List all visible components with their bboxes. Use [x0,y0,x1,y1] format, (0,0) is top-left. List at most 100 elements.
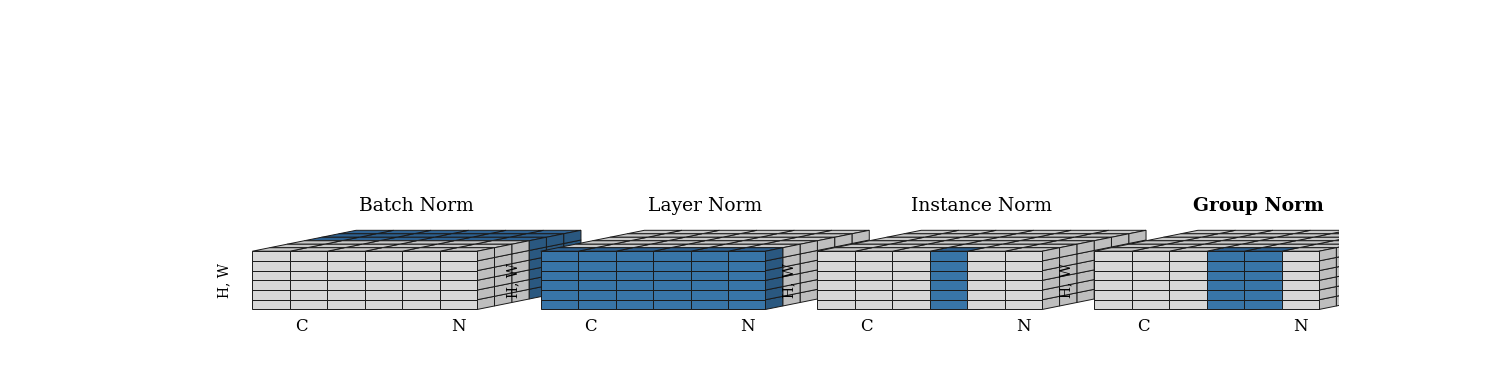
Polygon shape [1318,287,1336,300]
Polygon shape [1406,230,1423,244]
Polygon shape [1059,264,1077,277]
Bar [817,251,854,261]
Bar [402,261,440,271]
Bar [817,281,854,290]
Bar [1281,251,1318,261]
Bar [540,300,577,310]
Polygon shape [887,234,942,237]
Text: H, W: H, W [1059,263,1073,298]
Bar [540,251,577,261]
Polygon shape [321,234,376,237]
Polygon shape [402,248,457,251]
Bar [1281,271,1318,281]
Polygon shape [967,248,1022,251]
Polygon shape [626,230,682,234]
Polygon shape [728,248,783,251]
Polygon shape [930,248,985,251]
Bar [1281,281,1318,290]
Polygon shape [632,244,687,248]
Polygon shape [1170,248,1225,251]
Polygon shape [1370,237,1388,251]
Bar [893,261,930,271]
Bar [690,261,728,271]
Bar [540,290,577,300]
Bar [440,271,478,281]
Polygon shape [420,244,475,248]
Polygon shape [564,269,580,282]
Polygon shape [1201,234,1256,237]
Polygon shape [365,248,420,251]
Polygon shape [494,283,512,296]
Bar [728,251,765,261]
Polygon shape [546,253,564,267]
Polygon shape [488,230,543,234]
Polygon shape [1238,234,1293,237]
Polygon shape [324,241,379,244]
Polygon shape [512,270,530,283]
Bar [1004,251,1042,261]
Polygon shape [342,237,396,241]
Polygon shape [494,293,512,306]
Text: C: C [1137,319,1150,336]
Bar [253,251,290,261]
Polygon shape [478,257,494,271]
Polygon shape [1077,241,1094,254]
Polygon shape [494,244,512,257]
Polygon shape [1388,244,1406,257]
Bar [1132,281,1170,290]
Polygon shape [1180,230,1235,234]
Polygon shape [1370,267,1388,280]
Bar [1244,300,1281,310]
Polygon shape [1129,269,1146,282]
Bar [1094,251,1132,261]
Polygon shape [1354,241,1370,254]
Bar [967,290,1004,300]
Polygon shape [304,237,359,241]
Bar [290,251,327,261]
Polygon shape [1112,244,1167,248]
Bar [616,300,653,310]
Polygon shape [765,257,783,271]
Polygon shape [592,237,647,241]
Polygon shape [1370,247,1388,260]
Polygon shape [512,241,530,254]
Polygon shape [927,241,982,244]
Bar [327,281,365,290]
Polygon shape [765,287,783,300]
Bar [253,290,290,300]
Polygon shape [564,279,580,292]
Polygon shape [705,237,760,241]
Bar [728,261,765,271]
Bar [893,300,930,310]
Polygon shape [1299,244,1354,248]
Polygon shape [890,241,945,244]
Polygon shape [725,241,780,244]
Polygon shape [478,267,494,281]
Bar [1132,290,1170,300]
Polygon shape [1042,267,1059,281]
Polygon shape [1406,240,1423,253]
Polygon shape [478,277,494,290]
Polygon shape [1256,230,1311,234]
Polygon shape [1112,263,1129,276]
Bar [930,290,967,300]
Polygon shape [1333,237,1388,241]
Polygon shape [595,244,650,248]
Bar [327,251,365,261]
Polygon shape [817,267,835,280]
Polygon shape [817,247,835,260]
Polygon shape [1077,270,1094,283]
Bar [690,290,728,300]
Bar [290,290,327,300]
Text: Batch Norm: Batch Norm [359,197,475,215]
Bar [577,271,616,281]
Polygon shape [1336,264,1354,277]
Polygon shape [1388,234,1406,247]
Text: N: N [451,319,466,336]
Polygon shape [1225,244,1278,248]
Polygon shape [1367,230,1423,234]
Polygon shape [801,251,817,264]
Bar [1207,251,1244,261]
Polygon shape [564,230,580,244]
Polygon shape [1336,293,1354,306]
